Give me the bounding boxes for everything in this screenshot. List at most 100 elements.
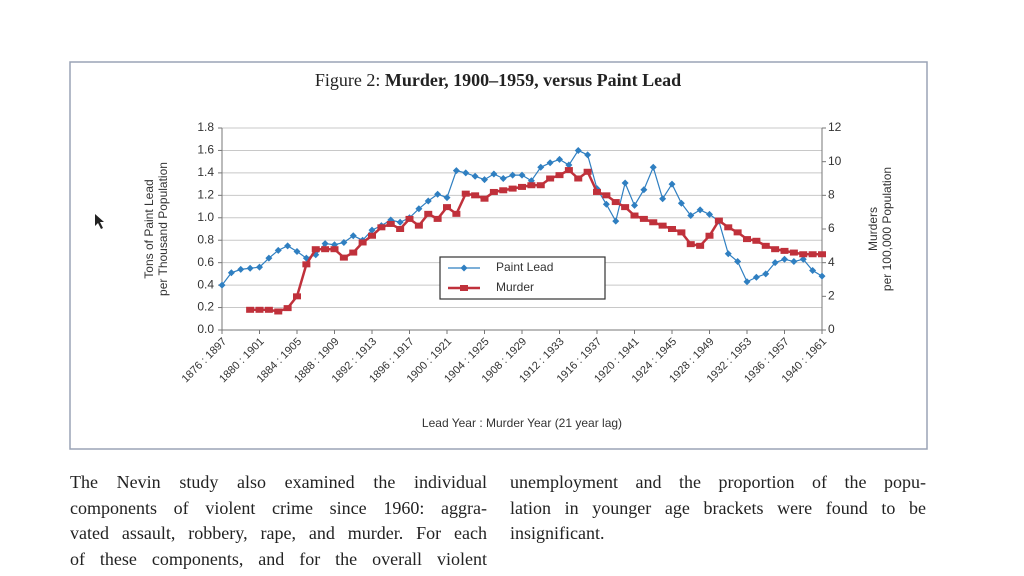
point (237, 265, 245, 273)
point (461, 190, 470, 197)
point (264, 306, 273, 313)
point (602, 192, 611, 199)
point (761, 242, 770, 249)
text-line: lation in younger age brackets were foun… (510, 497, 926, 518)
point (706, 210, 713, 218)
point (687, 212, 695, 220)
point (321, 240, 329, 248)
point (471, 172, 479, 180)
y-axis-label: Tons of Paint Lead (142, 179, 156, 278)
point (640, 186, 648, 194)
point (462, 169, 470, 177)
text-line: The Nevin study also examined the indivi… (70, 472, 487, 492)
point (284, 242, 292, 250)
point (621, 179, 629, 187)
point (424, 197, 432, 205)
point (790, 258, 798, 266)
point (490, 170, 498, 178)
point (565, 161, 573, 169)
point (311, 246, 320, 253)
point (808, 251, 817, 258)
point (696, 242, 705, 249)
y2-axis-label: per 100,000 Population (880, 167, 894, 291)
point (818, 251, 826, 258)
point (743, 236, 751, 243)
point (396, 218, 404, 226)
point (781, 255, 788, 263)
point (724, 250, 732, 258)
point (649, 219, 658, 226)
point (265, 254, 273, 262)
point (771, 259, 779, 267)
x-axis-label: Lead Year : Murder Year (21 year lag) (422, 416, 622, 430)
point (584, 151, 592, 159)
point (255, 306, 264, 313)
point (583, 168, 592, 175)
point (274, 308, 283, 315)
point (302, 261, 311, 268)
point (696, 206, 704, 214)
right-column: unemployment and the proportion of the p… (510, 470, 926, 547)
point (677, 229, 686, 236)
point (368, 226, 376, 234)
y-tick-label: 0.6 (197, 255, 214, 269)
point (677, 199, 685, 207)
y-tick-label: 1.0 (197, 210, 214, 224)
point (537, 163, 545, 171)
point (424, 210, 433, 217)
point (349, 249, 358, 256)
point (574, 175, 583, 182)
point (799, 255, 807, 263)
point (724, 224, 733, 231)
point (686, 241, 695, 248)
legend-label: Murder (496, 280, 534, 294)
point (789, 249, 798, 256)
point (518, 183, 526, 190)
text-line: vated assault, robbery, rape, and murder… (70, 523, 487, 543)
legend-box (439, 256, 606, 300)
point (434, 190, 442, 198)
figure-label: Figure 2: (315, 70, 381, 90)
point (611, 199, 620, 206)
point (602, 200, 610, 208)
point (274, 246, 282, 254)
y2-tick-label: 2 (828, 289, 835, 303)
point (658, 222, 667, 229)
point (377, 224, 386, 231)
point (649, 163, 657, 171)
point (612, 217, 620, 225)
point (218, 281, 226, 289)
point (471, 192, 480, 199)
point (499, 175, 507, 182)
point (752, 273, 760, 281)
point (780, 247, 789, 254)
point (818, 272, 826, 280)
text-line: components of violent crime since 1960: … (70, 497, 487, 518)
point (433, 215, 442, 222)
point (452, 167, 460, 175)
y2-tick-label: 10 (828, 154, 842, 168)
point (509, 171, 517, 179)
point (452, 210, 461, 217)
y2-axis-label: Murders (866, 207, 880, 251)
point (340, 238, 348, 246)
point (668, 180, 676, 188)
point (639, 215, 648, 222)
point (631, 201, 638, 209)
point (518, 171, 526, 179)
point (443, 204, 451, 211)
legend-label: Paint Lead (496, 260, 553, 274)
y2-tick-label: 0 (828, 322, 835, 336)
y-tick-label: 0.8 (197, 232, 214, 246)
point (293, 293, 301, 300)
y-tick-label: 1.2 (197, 188, 214, 202)
point (762, 270, 770, 278)
point (809, 267, 817, 275)
point (386, 220, 395, 227)
point (621, 204, 630, 211)
y-tick-label: 1.4 (197, 165, 214, 179)
point (358, 239, 367, 246)
point (443, 194, 451, 202)
point (593, 188, 601, 195)
